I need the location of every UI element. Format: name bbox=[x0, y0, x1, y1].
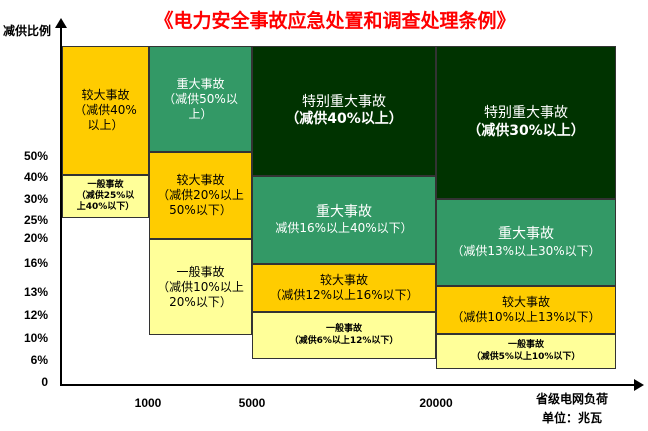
x-axis-line bbox=[60, 384, 636, 386]
cell-col4-major: 较大事故 （减供10%以上13%以下） bbox=[436, 286, 616, 334]
page-title: 《电力安全事故应急处置和调查处理条例》 bbox=[120, 6, 550, 33]
cell-sub: （减供10%以上13%以下） bbox=[451, 310, 600, 325]
y-tick-0: 0 bbox=[4, 375, 48, 389]
y-tick-13: 13% bbox=[4, 285, 48, 299]
cell-col2-serious: 重大事故 （减供50%以 上） bbox=[149, 46, 252, 152]
y-tick-20: 20% bbox=[4, 231, 48, 245]
cell-col3-special: 特别重大事故 （减供40%以上） bbox=[252, 46, 436, 176]
y-tick-25: 25% bbox=[4, 213, 48, 227]
cell-col3-general: 一般事故 （减供6%以上12%以下） bbox=[252, 312, 436, 359]
cell-label: 一般事故 bbox=[77, 180, 135, 191]
cell-col1-general: 一般事故 （减供25%以 上40%以下） bbox=[62, 175, 149, 218]
cell-sub: 减供16%以上40%以下） bbox=[275, 221, 412, 236]
cell-sub: （减供10%以上 bbox=[157, 280, 244, 295]
cell-sub: （减供12%以上16%以下） bbox=[269, 288, 418, 303]
cell-col1-major: 较大事故 （减供40% 以上） bbox=[62, 46, 149, 175]
x-tick-5000: 5000 bbox=[239, 396, 266, 410]
y-axis-arrow-icon bbox=[55, 18, 67, 28]
cell-label: 重大事故 bbox=[451, 226, 600, 244]
cell-label: 一般事故 bbox=[157, 265, 244, 280]
cell-label: 较大事故 bbox=[269, 273, 418, 288]
cell-sub: （减供5%以上10%以下） bbox=[472, 352, 581, 363]
cell-col3-major: 较大事故 （减供12%以上16%以下） bbox=[252, 264, 436, 312]
y-tick-50: 50% bbox=[4, 149, 48, 163]
cell-sub: 50%以下） bbox=[157, 203, 244, 218]
y-tick-12: 12% bbox=[4, 308, 48, 322]
cell-label: 较大事故 bbox=[74, 88, 137, 103]
cell-sub: （减供6%以上12%以下） bbox=[290, 336, 399, 347]
cell-label: 特别重大事故 bbox=[285, 94, 403, 112]
cell-label: 重大事故 bbox=[275, 204, 412, 222]
x-tick-1000: 1000 bbox=[135, 396, 162, 410]
cell-sub: （减供40%以上） bbox=[285, 111, 403, 129]
x-axis-label: 省级电网负荷 bbox=[536, 390, 608, 407]
cell-sub: 上40%以下） bbox=[77, 202, 135, 213]
cell-sub: （减供20%以上 bbox=[157, 188, 244, 203]
cell-sub: （减供40% bbox=[74, 103, 137, 118]
x-tick-20000: 20000 bbox=[419, 396, 452, 410]
cell-col4-serious: 重大事故 （减供13%以上30%以下） bbox=[436, 199, 616, 286]
y-tick-10: 10% bbox=[4, 331, 48, 345]
y-tick-16: 16% bbox=[4, 256, 48, 270]
cell-sub: （减供50%以 bbox=[163, 92, 238, 107]
cell-sub: （减供13%以上30%以下） bbox=[451, 244, 600, 259]
cell-sub: 上） bbox=[163, 107, 238, 122]
cell-col4-general: 一般事故 （减供5%以上10%以下） bbox=[436, 334, 616, 369]
cell-col3-serious: 重大事故 减供16%以上40%以下） bbox=[252, 176, 436, 264]
x-axis-unit-label: 单位：兆瓦 bbox=[536, 409, 608, 426]
cell-label: 重大事故 bbox=[163, 77, 238, 92]
x-axis-arrow-icon bbox=[634, 379, 644, 391]
cell-label: 一般事故 bbox=[290, 324, 399, 335]
cell-sub: 以上） bbox=[74, 118, 137, 133]
cell-label: 较大事故 bbox=[157, 173, 244, 188]
y-tick-30: 30% bbox=[4, 192, 48, 206]
y-tick-6: 6% bbox=[4, 353, 48, 367]
cell-col4-special: 特别重大事故 （减供30%以上） bbox=[436, 46, 616, 199]
cell-label: 一般事故 bbox=[472, 340, 581, 351]
cell-sub: （减供30%以上） bbox=[467, 123, 585, 141]
y-tick-40: 40% bbox=[4, 170, 48, 184]
cell-label: 较大事故 bbox=[451, 295, 600, 310]
y-axis-label: 减供比例 bbox=[3, 22, 51, 39]
cell-sub: 20%以下） bbox=[157, 295, 244, 310]
cell-label: 特别重大事故 bbox=[467, 105, 585, 123]
cell-col2-general: 一般事故 （减供10%以上 20%以下） bbox=[149, 239, 252, 335]
cell-col2-major: 较大事故 （减供20%以上 50%以下） bbox=[149, 152, 252, 239]
x-axis-unit: 省级电网负荷 单位：兆瓦 bbox=[536, 390, 608, 426]
cell-sub: （减供25%以 bbox=[77, 191, 135, 202]
